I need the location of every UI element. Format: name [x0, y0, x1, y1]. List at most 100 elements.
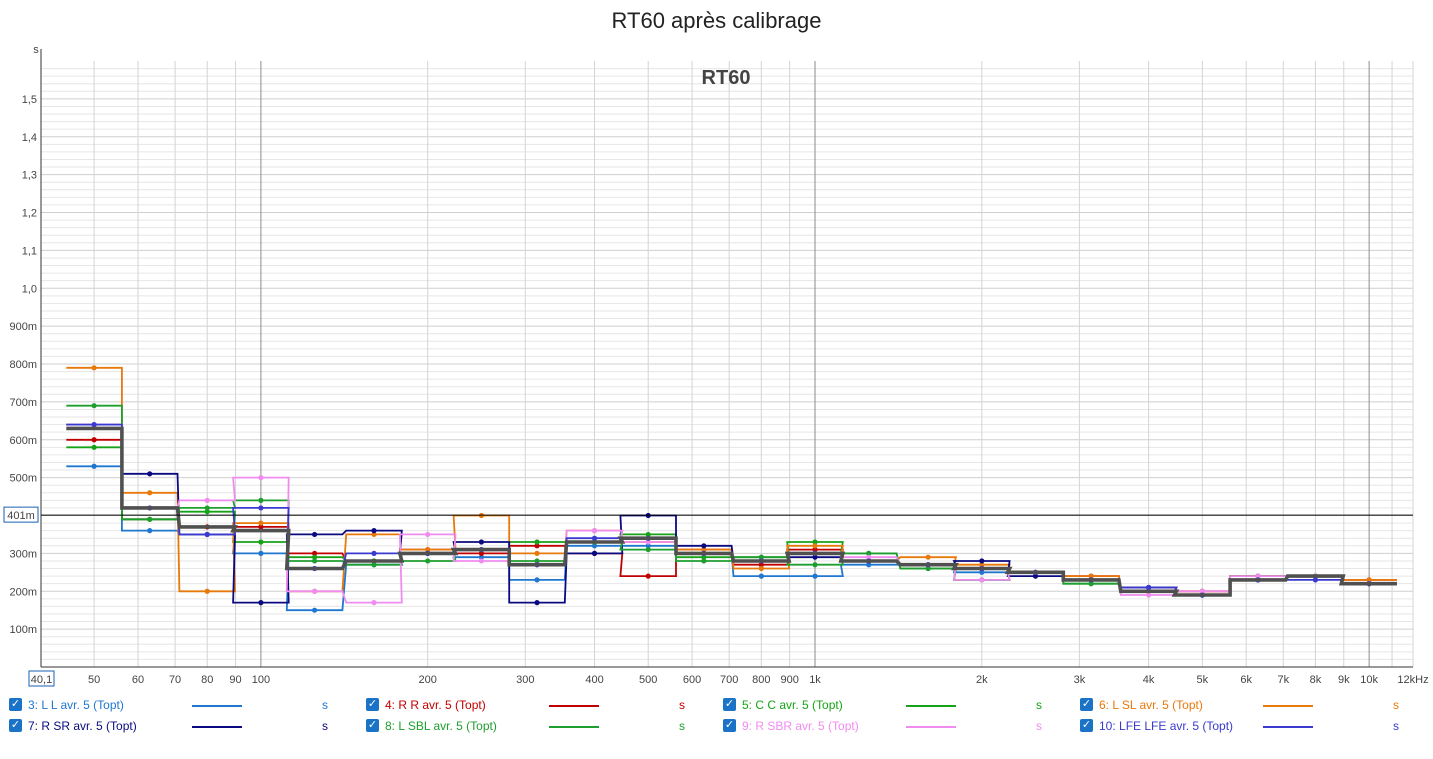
- series-point: [1199, 588, 1205, 594]
- x-tick-label: 80: [201, 674, 213, 686]
- series-point: [645, 543, 651, 549]
- legend-item[interactable]: ✓ 4: R R avr. 5 (Topt) s: [366, 696, 696, 716]
- series-point: [1255, 573, 1261, 579]
- series-point: [371, 600, 377, 606]
- series-point: [312, 531, 318, 538]
- series-point: [147, 516, 153, 522]
- series-point: [258, 600, 264, 606]
- series-point: [645, 573, 651, 579]
- cursor-value-box: [3, 506, 39, 523]
- series-point: [591, 535, 598, 541]
- series-point: [147, 490, 153, 496]
- series-point: [979, 562, 985, 568]
- series-point: [812, 543, 818, 549]
- series-point: [312, 588, 318, 594]
- legend-checkbox[interactable]: ✓: [366, 719, 379, 732]
- series-point: [312, 607, 318, 613]
- legend-item[interactable]: ✓ 7: R SR avr. 5 (Topt) s: [9, 717, 339, 737]
- series-point: [1146, 584, 1152, 591]
- series-point: [371, 531, 377, 538]
- legend-swatch: [192, 726, 242, 728]
- x-tick-label: 2k: [976, 674, 988, 686]
- series-point: [204, 531, 210, 538]
- series-point: [591, 528, 598, 534]
- legend-item[interactable]: ✓ 10: LFE LFE avr. 5 (Topt) s: [1080, 717, 1410, 737]
- chart-title: RT60 après calibrage: [611, 8, 822, 33]
- series-point: [147, 528, 153, 534]
- series-point: [812, 539, 818, 545]
- series-point: [534, 577, 540, 583]
- series-point: [812, 562, 818, 568]
- series-point: [371, 562, 377, 568]
- series-point: [645, 539, 651, 545]
- legend-unit: s: [1393, 698, 1399, 712]
- legend-checkbox[interactable]: ✓: [1080, 719, 1093, 732]
- series-point: [425, 558, 431, 564]
- series-point: [866, 554, 872, 560]
- series-point: [758, 573, 764, 579]
- legend-checkbox[interactable]: ✓: [9, 719, 22, 732]
- series-point: [91, 403, 97, 409]
- legend-label: 3: L L avr. 5 (Topt): [28, 698, 124, 712]
- y-tick-label: 1,5: [22, 94, 37, 106]
- series-point: [866, 550, 872, 556]
- series-point: [425, 546, 431, 553]
- series-point: [478, 539, 485, 545]
- series-point: [1146, 592, 1152, 598]
- series-point: [1088, 581, 1094, 587]
- series-point: [1312, 577, 1319, 583]
- x-tick-label: 10k: [1360, 674, 1378, 686]
- series-point: [371, 550, 377, 556]
- legend-checkbox[interactable]: ✓: [723, 698, 736, 711]
- legend-checkbox[interactable]: ✓: [366, 698, 379, 711]
- legend-checkbox[interactable]: ✓: [723, 719, 736, 732]
- y-tick-label: 1,2: [22, 208, 37, 220]
- series-point: [701, 546, 707, 553]
- x-tick-label: 100: [252, 674, 270, 686]
- x-tick-label: 400: [585, 674, 603, 686]
- rt60-chart[interactable]: RT60s100m200m300m400m500m600m700m800m900…: [0, 0, 1433, 694]
- series-point: [645, 531, 651, 538]
- series-point: [645, 546, 651, 553]
- y-tick-label: 900m: [9, 321, 37, 333]
- legend-item[interactable]: ✓ 8: L SBL avr. 5 (Topt) s: [366, 717, 696, 737]
- watermark-label: RT60: [702, 67, 751, 89]
- series-point: [258, 505, 264, 511]
- series-point: [204, 509, 210, 515]
- series-point: [312, 558, 318, 564]
- legend-swatch: [1263, 705, 1313, 707]
- legend-label: 10: LFE LFE avr. 5 (Topt): [1099, 719, 1234, 733]
- legend-label: 5: C C avr. 5 (Topt): [742, 698, 843, 712]
- x-tick-label: 60: [132, 674, 144, 686]
- legend-unit: s: [1036, 719, 1042, 733]
- y-tick-label: 700m: [9, 397, 37, 409]
- series-point: [812, 546, 818, 553]
- legend-unit: s: [322, 719, 328, 733]
- y-tick-label: 1,1: [22, 245, 37, 257]
- legend-item[interactable]: ✓ 3: L L avr. 5 (Topt) s: [9, 696, 339, 716]
- series-point: [204, 497, 210, 503]
- series-point: [91, 463, 97, 469]
- x-tick-label: 7k: [1277, 674, 1289, 686]
- series-point: [812, 573, 818, 579]
- series-point: [258, 520, 264, 526]
- series-point: [312, 554, 318, 560]
- legend-item[interactable]: ✓ 5: C C avr. 5 (Topt) s: [723, 696, 1053, 716]
- series-point: [534, 558, 540, 564]
- legend-swatch: [549, 726, 599, 728]
- y-tick-label: 600m: [9, 435, 37, 447]
- series-point: [91, 444, 97, 450]
- legend-checkbox[interactable]: ✓: [9, 698, 22, 711]
- legend-item[interactable]: ✓ 6: L SL avr. 5 (Topt) s: [1080, 696, 1410, 716]
- x-tick-label: 300: [516, 674, 534, 686]
- y-tick-label: 300m: [9, 548, 37, 560]
- legend-item[interactable]: ✓ 9: R SBR avr. 5 (Topt) s: [723, 717, 1053, 737]
- series-point: [979, 569, 985, 575]
- legend-checkbox[interactable]: ✓: [1080, 698, 1093, 711]
- x-end-label: 12kHz: [1397, 674, 1428, 686]
- y-tick-label: 100m: [9, 624, 37, 636]
- y-tick-label: 800m: [9, 359, 37, 371]
- series-point: [534, 543, 540, 549]
- x-tick-label: 600: [683, 674, 701, 686]
- x-tick-label: 1k: [809, 674, 821, 686]
